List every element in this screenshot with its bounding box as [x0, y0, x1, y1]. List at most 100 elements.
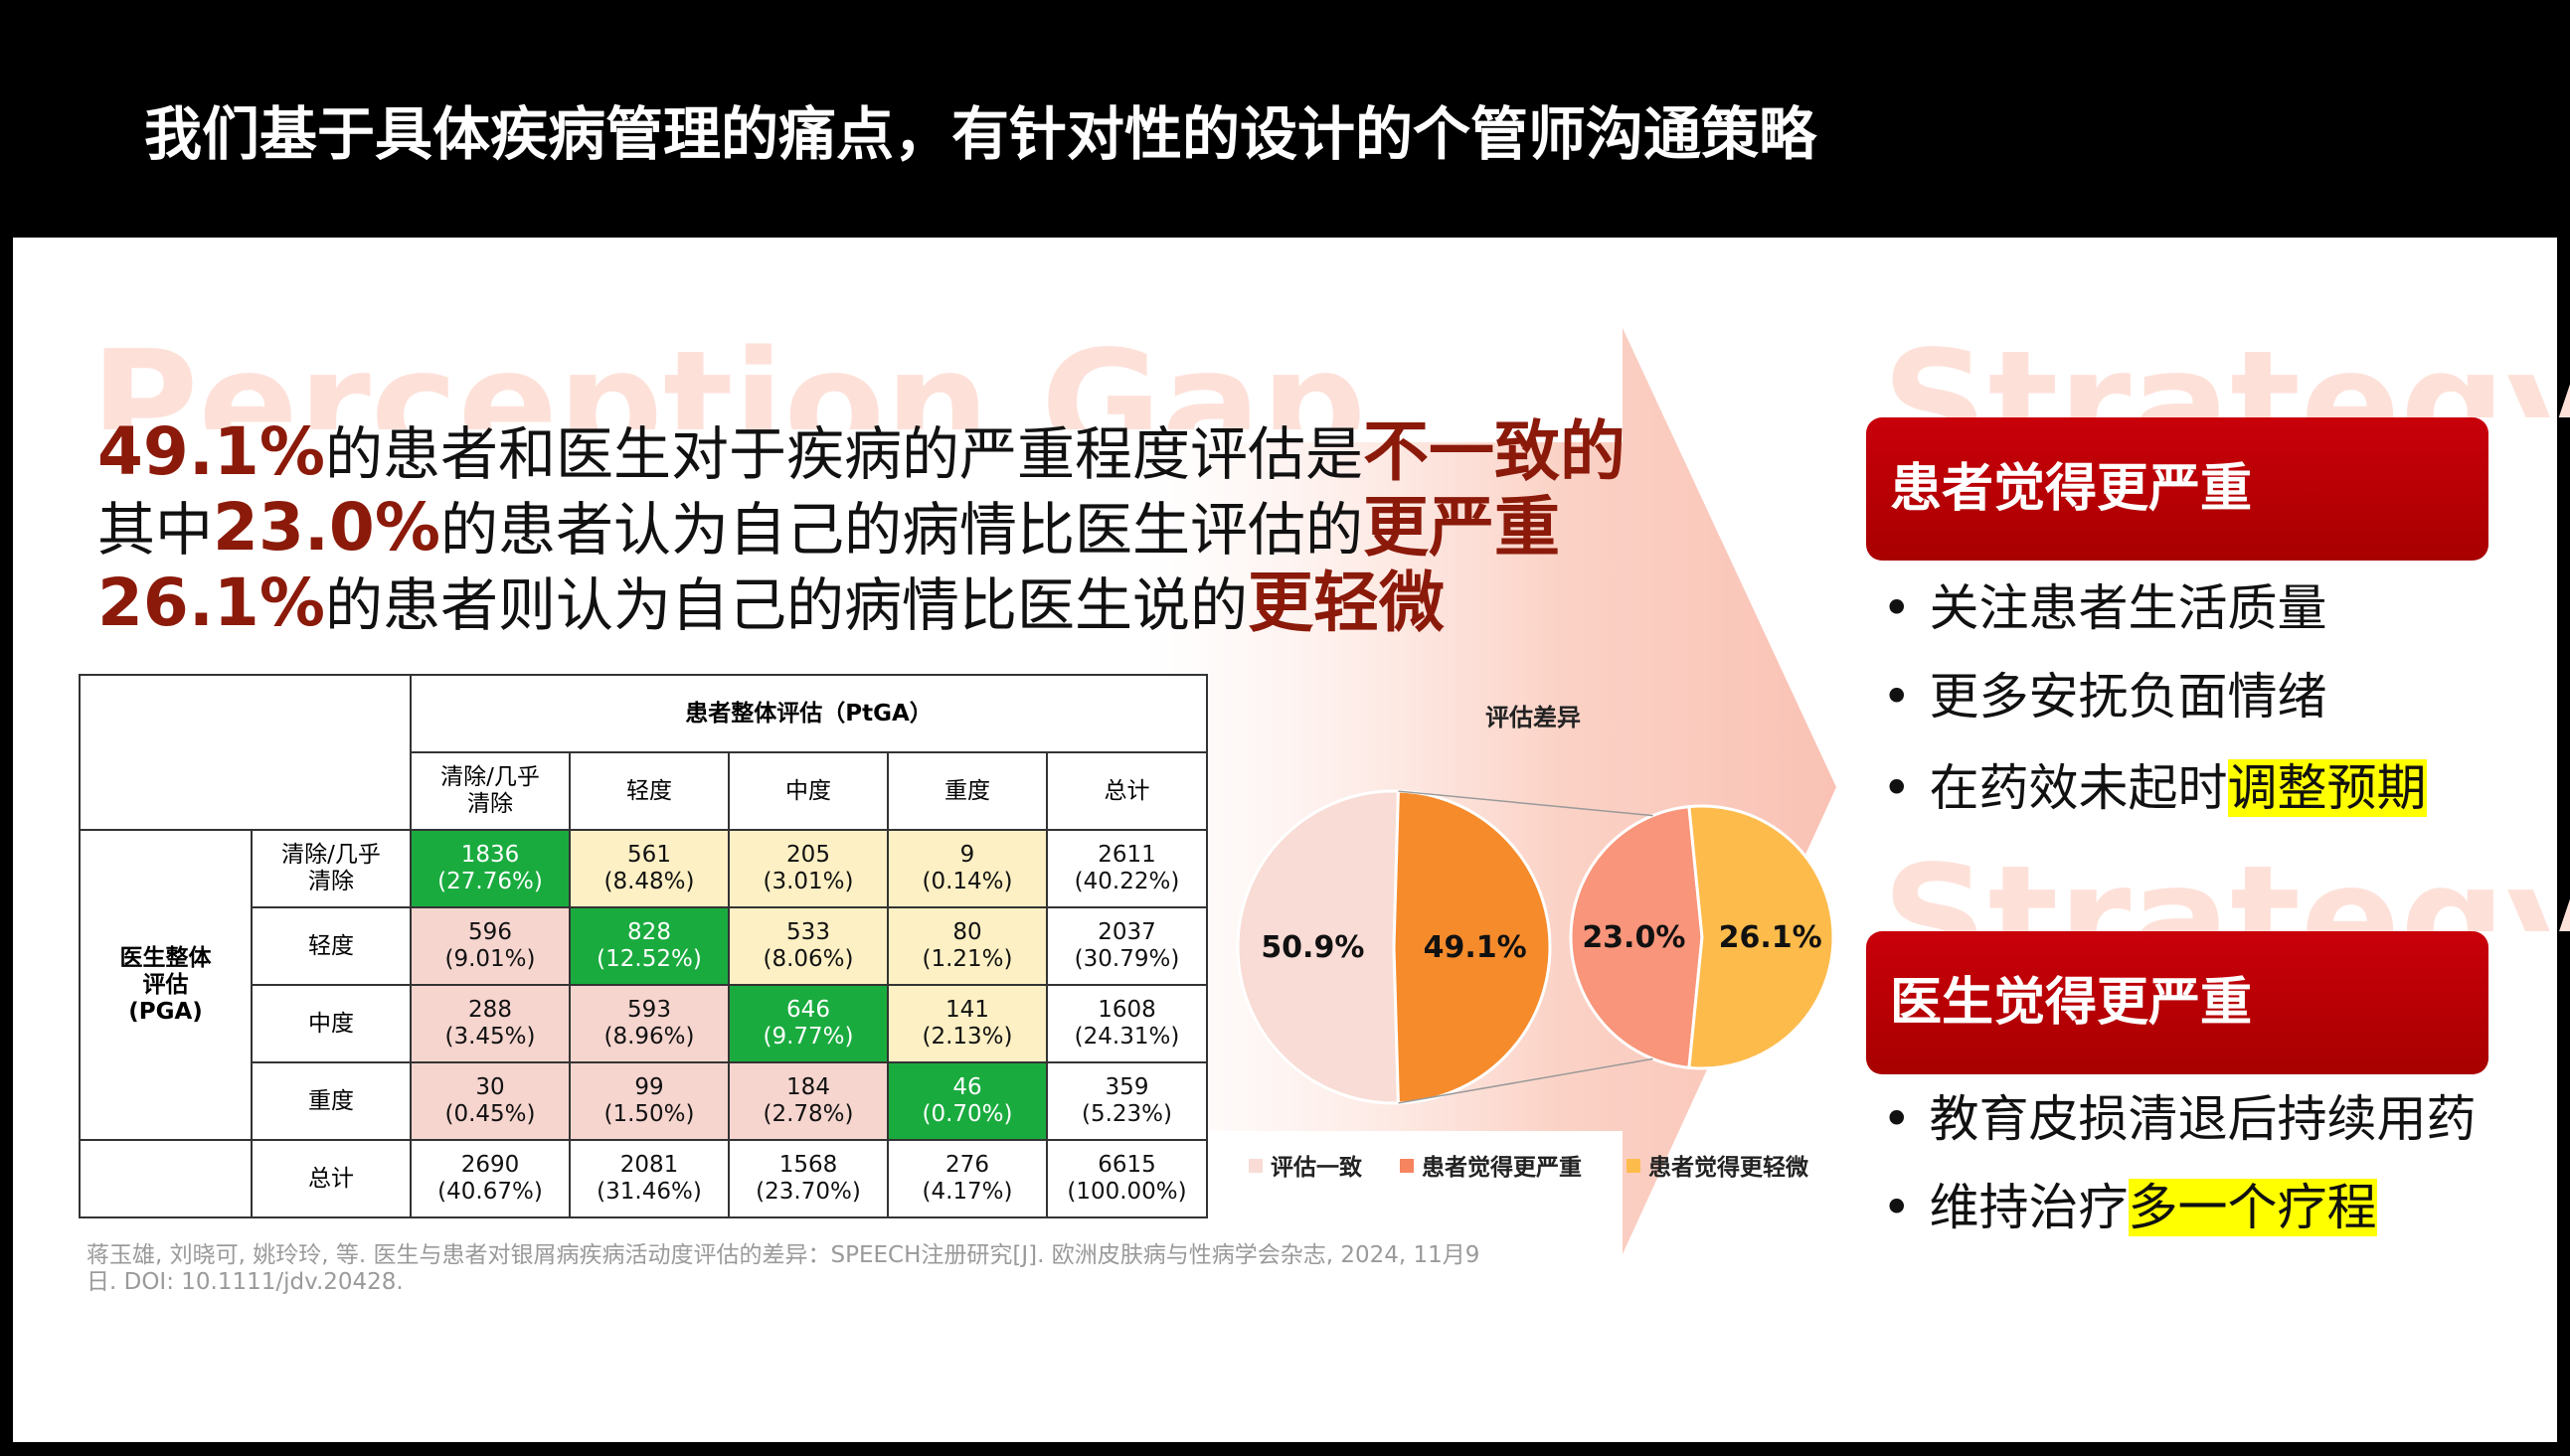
headline-text: 其中	[97, 496, 214, 564]
watermark: Perception Gap	[90, 320, 1367, 429]
watermark: Strategy	[1882, 320, 2570, 417]
cell-percent: (0.70%)	[922, 1101, 1013, 1127]
table-cell: 46 (0.70%)	[887, 1061, 1048, 1141]
strategy-header: 医生觉得更严重	[1866, 931, 2488, 1074]
row-group-header: 医生整体评估(PGA)	[79, 829, 253, 1141]
table-cell: 288 (3.45%)	[410, 984, 571, 1063]
table-row: 清除/几乎清除 轻度 中度 重度 总计	[80, 751, 1208, 831]
table-cell: 561 (8.48%)	[569, 829, 730, 908]
strategy-item: 维持治疗多一个疗程	[1882, 1178, 2377, 1237]
headline-emphasis: 更严重	[1363, 489, 1561, 566]
cell-count: 596	[468, 919, 512, 945]
cell-count: 288	[468, 997, 512, 1023]
column-header-text: 中度	[784, 777, 831, 804]
column-header-text: 重度	[943, 777, 990, 804]
cell-percent: (9.77%)	[763, 1024, 854, 1050]
legend-swatch	[1249, 1159, 1263, 1173]
item-text: 在药效未起时	[1929, 759, 2228, 817]
column-group-header: 患者整体评估（PtGA）	[410, 674, 1208, 753]
table-cell: 593 (8.96%)	[569, 984, 730, 1063]
headline-text: 的患者和医生对于疾病的严重程度评估是	[324, 420, 1363, 488]
table-cell: 533 (8.06%)	[728, 906, 889, 986]
data-table: 患者整体评估（PtGA） 清除/几乎清除 轻度 中度 重度 总计 医生整体评估(PGA) 清除…	[79, 674, 1208, 1218]
strategy-item: 更多安抚负面情绪	[1882, 667, 2327, 727]
table-cell: 6615 (100.00%)	[1046, 1139, 1208, 1218]
pie-slice	[1236, 789, 1400, 1105]
cell-count: 80	[952, 919, 982, 945]
item-highlight: 调整预期	[2227, 759, 2427, 817]
row-header: 清除/几乎清除	[251, 829, 412, 908]
cell-count: 9	[959, 842, 975, 868]
row-header: 轻度	[251, 906, 412, 986]
cell-percent: (8.96%)	[603, 1024, 695, 1050]
table-cell: 80 (1.21%)	[887, 906, 1048, 986]
table-cell: 2081 (31.46%)	[569, 1139, 730, 1218]
strategy-item: 关注患者生活质量	[1882, 578, 2327, 638]
headline-emphasis: 更轻微	[1248, 565, 1445, 641]
row-header: 总计	[251, 1139, 412, 1218]
cell-percent: (100.00%)	[1067, 1179, 1187, 1205]
legend-swatch	[1627, 1159, 1640, 1173]
row-group-text: 医生整体评估(PGA)	[119, 944, 212, 1025]
cell-count: 533	[786, 919, 830, 945]
cell-percent: (0.45%)	[444, 1101, 536, 1127]
cell-percent: (2.78%)	[763, 1101, 854, 1127]
item-text: 教育皮损清退后持续用药	[1929, 1090, 2477, 1148]
headline-emphasis: 49.1%	[97, 413, 325, 490]
headline-emphasis: 23.0%	[213, 489, 440, 566]
cell-count: 2611	[1098, 842, 1156, 868]
row-header-text: 总计	[307, 1165, 354, 1192]
cell-percent: (12.52%)	[597, 946, 702, 972]
cell-percent: (27.76%)	[437, 869, 543, 894]
row-group-empty	[79, 1139, 253, 1218]
cell-count: 646	[786, 997, 830, 1023]
table-row: 中度 288 (3.45%) 593 (8.96%) 646 (9.77%) 141 (2.13…	[80, 984, 1208, 1063]
row-header-text: 清除/几乎清除	[281, 842, 381, 894]
headline-line: 26.1%的患者则认为自己的病情比医生说的更轻微	[97, 566, 1626, 642]
item-text: 维持治疗	[1929, 1179, 2129, 1236]
cell-percent: (2.13%)	[922, 1024, 1013, 1050]
table-cell: 141 (2.13%)	[887, 984, 1048, 1063]
cell-percent: (9.01%)	[444, 946, 536, 972]
cell-count: 593	[627, 997, 671, 1023]
table-cell: 646 (9.77%)	[728, 984, 889, 1063]
cell-percent: (30.79%)	[1074, 946, 1180, 972]
cell-count: 828	[627, 919, 671, 945]
item-text: 更多安抚负面情绪	[1929, 668, 2327, 726]
table-row: 总计 2690 (40.67%) 2081 (31.46%) 1568 (23.70%) 27…	[79, 1139, 1208, 1218]
cell-percent: (8.06%)	[763, 946, 854, 972]
cell-count: 2081	[619, 1152, 679, 1178]
column-header: 清除/几乎清除	[410, 751, 571, 831]
table-cell: 828 (12.52%)	[569, 906, 730, 986]
cell-count: 561	[627, 842, 671, 868]
table-cell: 9 (0.14%)	[887, 829, 1048, 908]
table-cell: 2037 (30.79%)	[1046, 906, 1208, 986]
strategy-item: 教育皮损清退后持续用药	[1882, 1089, 2477, 1149]
legend-label: 评估一致	[1271, 1154, 1363, 1181]
cell-percent: (31.46%)	[597, 1179, 702, 1205]
table-cell: 276 (4.17%)	[887, 1139, 1048, 1218]
column-header: 轻度	[569, 751, 730, 831]
pie-slice	[1569, 805, 1704, 1069]
table-cell: 359 (5.23%)	[1046, 1061, 1208, 1141]
connector-line	[1398, 1057, 1653, 1104]
row-header-text: 轻度	[307, 932, 354, 959]
cell-count: 30	[475, 1074, 505, 1100]
table-cell: 205 (3.01%)	[728, 829, 889, 908]
connector-line	[1398, 790, 1653, 817]
legend-label: 患者觉得更轻微	[1648, 1154, 1808, 1181]
watermark: Strategy	[1882, 835, 2570, 931]
table-cell: 30 (0.45%)	[410, 1061, 571, 1141]
cell-count: 1608	[1098, 997, 1156, 1023]
cell-percent: (1.21%)	[922, 946, 1013, 972]
cell-percent: (3.01%)	[763, 869, 854, 894]
table-row: 患者整体评估（PtGA）	[79, 674, 1208, 831]
cell-count: 6615	[1098, 1152, 1156, 1178]
value-label: 23.0%	[1582, 920, 1685, 955]
row-header: 重度	[251, 1061, 412, 1141]
headline-text: 的患者则认为自己的病情比医生说的	[324, 571, 1248, 639]
table-cell: 2690 (40.67%)	[410, 1139, 571, 1218]
cell-percent: (1.50%)	[603, 1101, 695, 1127]
